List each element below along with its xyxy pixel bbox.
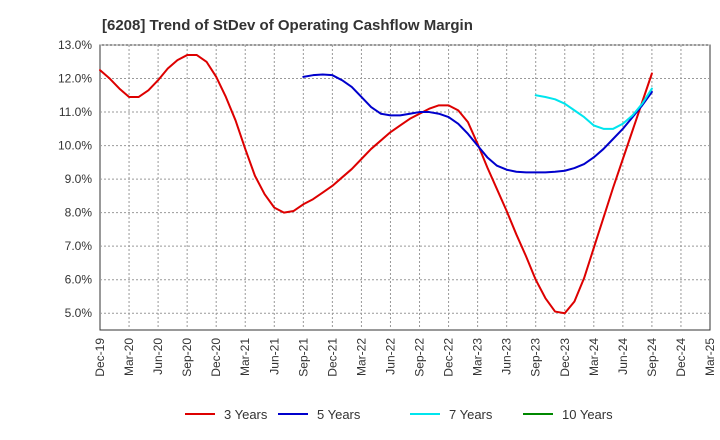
x-tick-label: Jun-24 <box>616 338 630 375</box>
legend: 3 Years 5 Years 7 Years 10 Years <box>185 407 613 422</box>
x-tick-label: Mar-25 <box>703 338 717 376</box>
plot-area <box>99 44 711 331</box>
x-tick-label: Mar-23 <box>471 338 485 376</box>
x-tick-label: Jun-21 <box>267 338 281 375</box>
series-line-5-years <box>302 73 653 174</box>
x-axis-tick-labels: Dec-19 Mar-20 Jun-20 Sep-20 Dec-20 Mar-21 Jun-… <box>93 338 717 377</box>
x-tick-label: Jun-23 <box>500 338 514 375</box>
x-tick-label: Mar-24 <box>587 338 601 376</box>
y-tick-label: 8.0% <box>65 206 93 220</box>
series-line-7-years <box>534 87 653 130</box>
x-tick-label: Sep-22 <box>413 338 427 377</box>
y-tick-label: 11.0% <box>59 105 92 119</box>
x-tick-label: Jun-20 <box>151 338 165 375</box>
chart-title: [6208] Trend of StDev of Operating Cashf… <box>102 17 473 34</box>
series-line-3-years <box>99 54 653 315</box>
grid-lines <box>100 44 710 330</box>
y-tick-label: 12.0% <box>58 72 92 86</box>
legend-label: 7 Years <box>449 407 493 422</box>
x-tick-label: Dec-22 <box>442 338 456 377</box>
x-tick-label: Sep-20 <box>180 338 194 377</box>
y-tick-label: 6.0% <box>65 273 93 287</box>
x-tick-label: Sep-23 <box>529 338 543 377</box>
y-tick-label: 10.0% <box>58 139 92 153</box>
x-tick-label: Sep-24 <box>645 338 659 377</box>
x-tick-label: Jun-22 <box>383 338 397 375</box>
y-tick-label: 13.0% <box>58 38 92 52</box>
x-tick-label: Dec-24 <box>674 338 688 377</box>
x-tick-label: Dec-20 <box>209 338 223 377</box>
x-tick-label: Mar-21 <box>238 338 252 376</box>
legend-label: 5 Years <box>317 407 361 422</box>
y-axis-tick-labels: 5.0% 6.0% 7.0% 8.0% 9.0% 10.0% 11.0% 12.0% 13.0% <box>58 38 92 320</box>
series-lines <box>99 54 653 315</box>
x-tick-label: Mar-20 <box>122 338 136 376</box>
x-tick-label: Mar-22 <box>354 338 368 376</box>
y-tick-label: 9.0% <box>65 172 93 186</box>
y-tick-label: 7.0% <box>65 239 93 253</box>
x-tick-label: Dec-19 <box>93 338 107 377</box>
legend-label: 3 Years <box>224 407 268 422</box>
legend-label: 10 Years <box>562 407 613 422</box>
x-tick-label: Dec-21 <box>325 338 339 377</box>
y-tick-label: 5.0% <box>65 306 93 320</box>
x-tick-label: Dec-23 <box>558 338 572 377</box>
x-tick-label: Sep-21 <box>296 338 310 377</box>
